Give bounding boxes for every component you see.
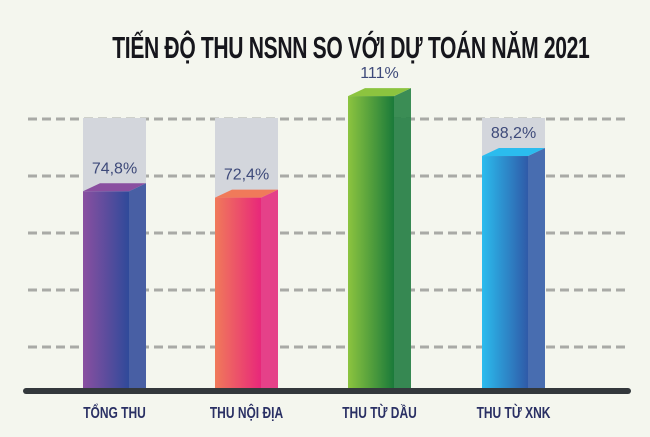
bar-front-0 xyxy=(83,191,129,388)
bar-side-0 xyxy=(129,183,146,388)
value-label-0: 74,8% xyxy=(92,160,137,177)
chart-title: TIẾN ĐỘ THU NSNN SO VỚI DỰ TOÁN NĂM 2021 xyxy=(0,30,650,66)
bar-top-1 xyxy=(215,189,278,198)
bar-front-3 xyxy=(482,156,528,388)
bar-front-1 xyxy=(215,197,261,388)
bar-top-3 xyxy=(482,148,545,157)
value-label-3: 88,2% xyxy=(491,125,536,142)
category-label-2: THU TỪ DẦU xyxy=(342,402,417,421)
category-label-0: TỔNG THU xyxy=(83,402,146,421)
category-label-1: THU NỘI ĐỊA xyxy=(210,402,283,421)
chart-title-text: TIẾN ĐỘ THU NSNN SO VỚI DỰ TOÁN NĂM 2021 xyxy=(112,30,590,65)
bar-side-3 xyxy=(528,148,545,388)
bar-top-0 xyxy=(83,183,146,192)
bar-top-2 xyxy=(348,88,411,97)
bar-front-2 xyxy=(348,96,394,388)
value-label-2: 111% xyxy=(360,65,399,82)
bar-side-1 xyxy=(261,189,278,388)
category-label-3: THU TỪ XNK xyxy=(477,402,552,421)
bar-side-2 xyxy=(394,88,411,388)
value-label-1: 72,4% xyxy=(224,167,269,184)
